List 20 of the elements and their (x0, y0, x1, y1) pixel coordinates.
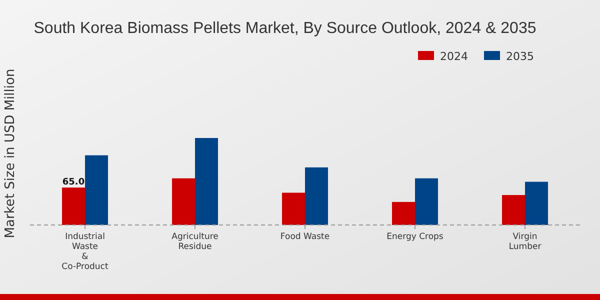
bar (172, 178, 195, 225)
y-axis-title: Market Size in USD Million (3, 68, 18, 238)
bar (525, 182, 548, 225)
bar (415, 178, 438, 225)
bar (62, 188, 85, 225)
x-tick-label: Energy Crops (386, 232, 444, 242)
bar (502, 195, 525, 225)
bar (282, 192, 305, 225)
data-label: 65.0 (62, 178, 85, 188)
bar (305, 167, 328, 225)
x-tick-label: Virgin Lumber (508, 232, 542, 252)
bar (85, 155, 108, 225)
legend-label: 2024 (440, 50, 468, 63)
bar (195, 138, 218, 225)
bar (392, 202, 415, 225)
legend-label: 2035 (506, 50, 534, 63)
x-tick-label: Industrial Waste & Co-Product (62, 232, 109, 272)
x-tick-label: Food Waste (280, 232, 330, 242)
chart-title: South Korea Biomass Pellets Market, By Source Outlook, 2024 & 2035 (34, 20, 536, 37)
x-tick-label: Agriculture Residue (172, 232, 218, 252)
